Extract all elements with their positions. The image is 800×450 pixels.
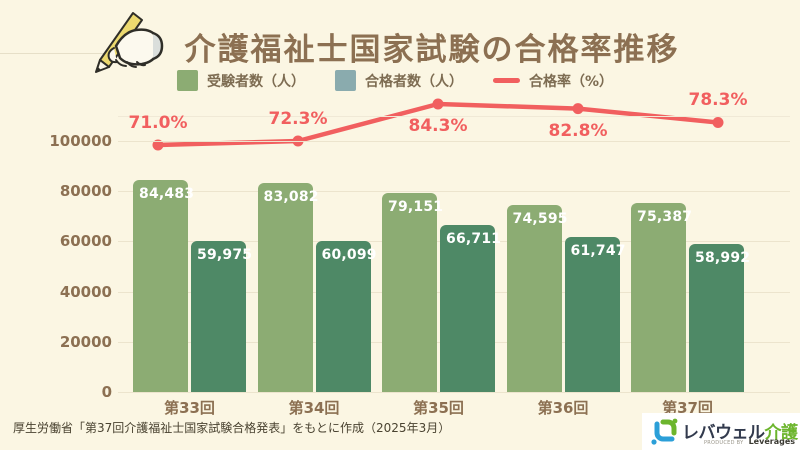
legend-item-pass-rate: 合格率（%） bbox=[492, 71, 614, 91]
bar-value-label: 66,711 bbox=[446, 230, 502, 247]
pass-rate-value-label: 84.3% bbox=[408, 115, 468, 136]
pass-rate-point bbox=[572, 103, 584, 115]
legend-label-examinees: 受験者数（人） bbox=[206, 73, 305, 90]
bar-value-label: 61,747 bbox=[570, 243, 626, 259]
bar-value-label: 60,099 bbox=[321, 247, 377, 264]
bar-examinees: 84,483 bbox=[133, 179, 194, 392]
brand-name-main: レバウェル bbox=[682, 423, 765, 443]
bar-examinees: 75,387 bbox=[631, 202, 692, 392]
y-axis-tick-label: 0 bbox=[101, 383, 112, 401]
passers-swatch-icon bbox=[334, 70, 356, 91]
company-name: Leverages bbox=[748, 437, 795, 446]
legend-item-examinees: 受験者数（人） bbox=[176, 70, 305, 91]
pass-rate-line-swatch-icon bbox=[492, 78, 520, 83]
legend-label-pass-rate: 合格率（%） bbox=[528, 73, 614, 90]
examinees-swatch-icon bbox=[176, 70, 198, 91]
bar-passers: 66,711 bbox=[440, 224, 501, 392]
bar-value-label: 58,992 bbox=[695, 249, 751, 266]
bar-passers: 59,975 bbox=[191, 241, 252, 392]
pass-rate-value-label: 78.3% bbox=[688, 90, 748, 111]
levwell-logo-icon bbox=[651, 418, 678, 445]
y-axis-tick-label: 60000 bbox=[59, 232, 112, 251]
gridline bbox=[118, 191, 790, 193]
bar-value-label: 75,387 bbox=[637, 208, 693, 225]
page-title: 介護福祉士国家試験の合格率推移 bbox=[184, 32, 680, 68]
y-axis-tick-label: 100000 bbox=[49, 132, 112, 150]
bar-passers: 60,099 bbox=[315, 241, 377, 392]
produced-by-label: PRODUCED BY bbox=[703, 440, 744, 446]
bar-value-label: 84,483 bbox=[139, 185, 195, 202]
bar-examinees: 83,082 bbox=[257, 183, 319, 392]
produced-by: PRODUCED BY Leverages bbox=[704, 429, 795, 448]
y-axis-tick-label: 40000 bbox=[59, 282, 112, 301]
pass-rate-value-label: 71.0% bbox=[128, 113, 188, 133]
y-axis-tick-label: 80000 bbox=[59, 182, 112, 201]
x-axis-category-label: 第34回 bbox=[288, 399, 340, 417]
plot-top-line bbox=[118, 116, 790, 117]
bar-value-label: 79,151 bbox=[388, 199, 444, 216]
bar-value-label: 59,975 bbox=[197, 247, 253, 264]
brand-panel: レバウェル介護 PRODUCED BY Leverages bbox=[642, 413, 800, 450]
bar-examinees: 74,595 bbox=[506, 204, 568, 392]
y-axis-tick-label: 20000 bbox=[59, 332, 112, 351]
legend-label-passers: 合格者数（人） bbox=[364, 73, 463, 90]
gridline bbox=[118, 141, 790, 142]
bar-passers: 58,992 bbox=[689, 243, 750, 392]
x-axis-category-label: 第35回 bbox=[413, 399, 464, 417]
pass-rate-point bbox=[712, 116, 724, 128]
bar-value-label: 74,595 bbox=[512, 210, 568, 227]
gridline bbox=[118, 392, 790, 393]
brand-name: レバウェル介護 bbox=[682, 418, 798, 443]
writing-hand-icon bbox=[95, 12, 164, 73]
legend-item-passers: 合格者数（人） bbox=[334, 70, 463, 91]
chart-legend: 受験者数（人） 合格者数（人） 合格率（%） bbox=[176, 70, 614, 91]
pass-rate-point bbox=[432, 98, 444, 110]
brand-name-sub: 介護 bbox=[764, 423, 799, 443]
pass-rate-value-label: 72.3% bbox=[268, 108, 328, 129]
title-accent-line bbox=[0, 53, 134, 54]
x-axis-category-label: 第33回 bbox=[164, 399, 215, 417]
bar-value-label: 83,082 bbox=[263, 189, 319, 206]
x-axis-category-label: 第36回 bbox=[537, 399, 589, 417]
bar-examinees: 79,151 bbox=[382, 193, 443, 392]
source-note: 厚生労働省「第37回介護福祉士国家試験合格発表」をもとに作成（2025年3月） bbox=[13, 421, 451, 435]
bar-passers: 61,747 bbox=[564, 237, 626, 392]
pass-rate-value-label: 82.8% bbox=[548, 120, 608, 141]
x-axis-category-label: 第37回 bbox=[662, 399, 713, 417]
